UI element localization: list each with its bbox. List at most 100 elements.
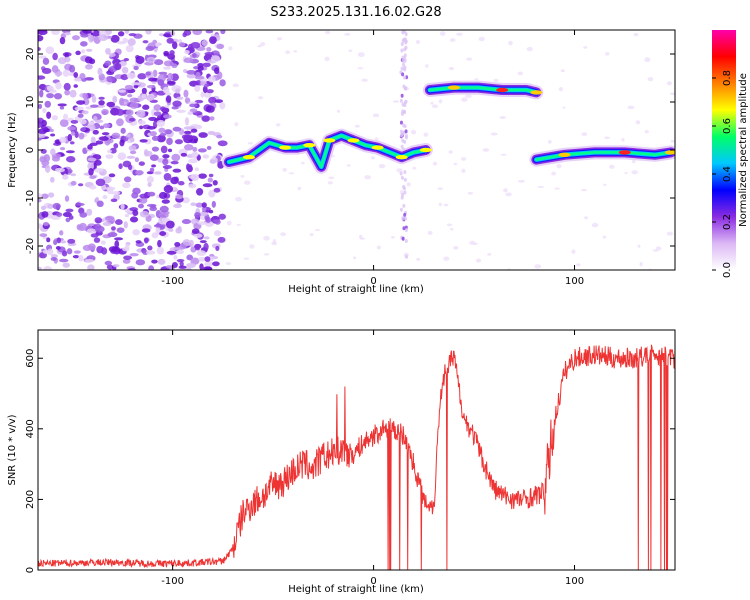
track-0-hotspot	[419, 147, 432, 153]
noise-blob	[169, 247, 180, 251]
noise-blob	[46, 111, 52, 119]
noise-blob	[466, 57, 473, 61]
noise-blob	[123, 221, 128, 229]
noise-blob	[205, 105, 215, 113]
noise-blob	[64, 89, 71, 96]
noise-blob	[41, 211, 49, 218]
noise-blob	[438, 202, 442, 207]
noise-blob	[149, 130, 157, 137]
noise-blob	[211, 200, 216, 208]
noise-blob	[129, 137, 135, 143]
noise-blob	[67, 72, 75, 76]
noise-blob	[155, 42, 160, 48]
x-tick-label: 0	[370, 276, 376, 287]
noise-blob	[165, 265, 174, 269]
noise-blob	[70, 180, 77, 186]
noise-blob	[146, 94, 154, 101]
noise-blob	[152, 120, 158, 129]
noise-blob	[583, 46, 588, 49]
noise-blob	[51, 115, 59, 121]
noise-blob	[139, 193, 149, 199]
track-0-hotspot	[323, 138, 336, 143]
noise-blob	[197, 66, 204, 71]
spectrogram-y-ticks: -20 -10 0 10 20	[25, 48, 675, 254]
colorbar-tick-label: 0.4	[722, 166, 733, 182]
streak-blob	[404, 129, 408, 134]
noise-blob	[88, 121, 95, 125]
noise-blob	[163, 33, 173, 38]
noise-blob	[197, 221, 207, 226]
noise-blob	[123, 176, 132, 183]
noise-blob	[609, 164, 615, 169]
noise-blob	[219, 79, 226, 87]
noise-blob	[87, 157, 97, 162]
noise-blob	[370, 156, 376, 160]
noise-blob	[125, 45, 134, 53]
y-tick-label: -10	[25, 190, 36, 206]
streak-blob	[401, 58, 405, 63]
streak-blob	[403, 177, 407, 182]
noise-blob	[89, 104, 99, 108]
noise-blob	[198, 132, 208, 138]
noise-blob	[157, 239, 162, 248]
noise-blob	[55, 81, 62, 90]
noise-blob	[551, 171, 557, 176]
noise-blob	[115, 108, 125, 116]
noise-blob	[128, 117, 136, 122]
noise-blob	[212, 179, 218, 186]
streak-blob	[403, 75, 407, 80]
noise-blob	[432, 161, 438, 166]
noise-blob	[55, 167, 66, 173]
noise-blob	[175, 227, 182, 234]
noise-blob	[82, 30, 92, 34]
noise-blob	[146, 84, 156, 89]
noise-blob	[63, 32, 71, 36]
noise-blob	[85, 258, 94, 263]
noise-blob	[43, 221, 49, 226]
noise-blob	[376, 245, 382, 250]
track-1-hotspot	[496, 87, 509, 93]
x-tick-label: 100	[565, 276, 584, 287]
noise-blob	[38, 46, 41, 52]
noise-blob	[135, 259, 146, 266]
noise-blob	[170, 160, 179, 165]
noise-blob	[243, 257, 250, 260]
noise-blob	[591, 222, 599, 228]
noise-blob	[127, 164, 133, 171]
spectrogram-x-label: Height of straight line (km)	[288, 284, 424, 295]
noise-blob	[177, 180, 185, 186]
noise-blob	[79, 211, 88, 218]
streak-blob	[402, 203, 406, 208]
streak-blob	[404, 228, 408, 233]
noise-blob	[129, 150, 137, 155]
noise-blob	[209, 116, 215, 121]
noise-blob	[73, 84, 78, 88]
noise-blob	[106, 264, 114, 270]
noise-blob	[152, 69, 158, 78]
noise-blob	[74, 131, 79, 138]
noise-blob	[143, 148, 149, 157]
noise-blob	[191, 152, 199, 158]
noise-blob	[583, 216, 589, 220]
noise-blob	[53, 92, 63, 100]
noise-blob	[218, 213, 226, 220]
noise-blob	[194, 167, 199, 172]
noise-blob	[547, 139, 552, 144]
streak-blob	[401, 62, 405, 67]
noise-blob	[139, 125, 144, 130]
noise-blob	[139, 210, 150, 218]
noise-blob	[603, 183, 607, 187]
spectrogram-marks	[38, 30, 675, 270]
noise-blob	[639, 262, 643, 267]
noise-blob	[207, 177, 213, 183]
noise-blob	[66, 248, 73, 255]
noise-blob	[288, 172, 295, 175]
noise-blob	[124, 30, 130, 35]
noise-blob	[162, 154, 170, 159]
noise-blob	[157, 79, 165, 86]
noise-blob	[53, 239, 58, 246]
snr-x-ticks: -100 0 100	[161, 330, 584, 587]
noise-blob	[378, 163, 386, 169]
streak-blob	[400, 41, 404, 46]
